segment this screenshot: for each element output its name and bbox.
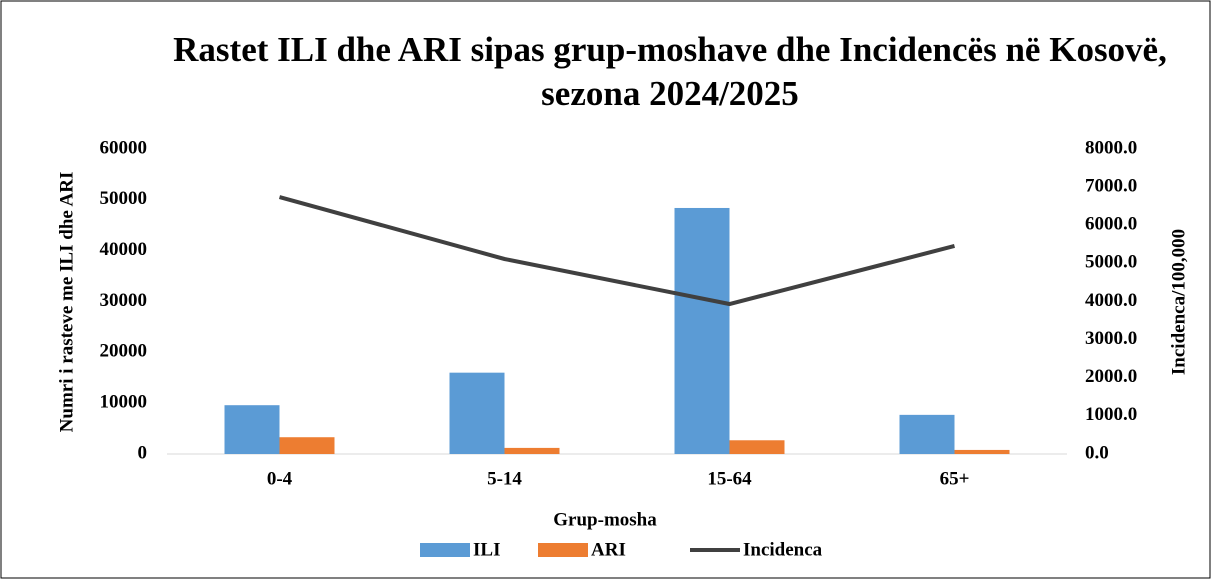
y-axis-label: Numri i rasteve me ILI dhe ARI	[56, 172, 77, 433]
x-tick-label: 65+	[940, 468, 970, 489]
bar	[279, 437, 335, 454]
x-axis-label: Grup-mosha	[553, 509, 657, 530]
y2-tick-label: 0.0	[1085, 442, 1109, 463]
y2-tick-label: 7000.0	[1085, 175, 1137, 196]
y2-tick-label: 6000.0	[1085, 214, 1137, 235]
y-tick-label: 40000	[100, 239, 148, 260]
legend-label: ARI	[591, 539, 626, 560]
bar	[449, 372, 505, 454]
y2-tick-label: 5000.0	[1085, 252, 1137, 273]
y-tick-label: 10000	[100, 392, 148, 413]
bar	[954, 449, 1010, 454]
y2-tick-label: 3000.0	[1085, 328, 1137, 349]
bar	[224, 405, 280, 454]
y-tick-label: 50000	[100, 188, 148, 209]
y-tick-label: 0	[138, 442, 148, 463]
bar	[899, 414, 955, 454]
legend-swatch	[420, 543, 470, 557]
y2-tick-label: 8000.0	[1085, 137, 1137, 158]
x-tick-label: 15-64	[707, 468, 752, 489]
x-tick-label: 0-4	[267, 468, 293, 489]
line	[278, 195, 955, 307]
y-tick-label: 30000	[100, 290, 148, 311]
y2-tick-label: 2000.0	[1085, 366, 1137, 387]
y2-tick-label: 4000.0	[1085, 290, 1137, 311]
legend-label: Incidenca	[743, 539, 823, 560]
chart-title: Rastet ILI dhe ARI sipas grup-moshave dh…	[173, 30, 1167, 113]
y-tick-label: 20000	[100, 341, 148, 362]
y-tick-label: 60000	[100, 137, 148, 158]
y2-axis-label: Incidenca/100,000	[1168, 229, 1189, 375]
legend-swatch	[538, 543, 588, 557]
bar	[729, 440, 785, 454]
legend-label: ILI	[473, 539, 500, 560]
y2-tick-label: 1000.0	[1085, 404, 1137, 425]
bar	[674, 207, 730, 454]
bar	[504, 447, 560, 454]
x-tick-label: 5-14	[487, 468, 522, 489]
